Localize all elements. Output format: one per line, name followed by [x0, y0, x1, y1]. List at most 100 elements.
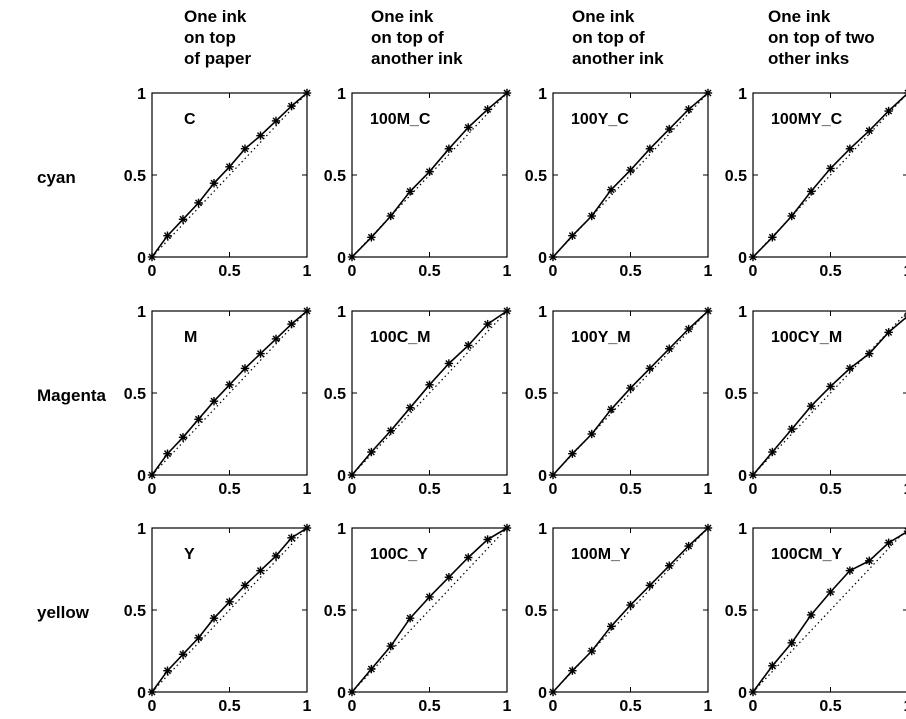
column-title-line: One ink [768, 7, 831, 26]
data-point-stroke [588, 212, 596, 220]
data-point [256, 131, 265, 140]
data-point-stroke [885, 328, 893, 336]
data-point-stroke [425, 168, 434, 176]
x-tick-label: 0.5 [619, 698, 641, 715]
chart-panel: 00 0.5 0.5 1 1 100MY_C [725, 86, 906, 280]
x-tick-label: 0.5 [218, 481, 240, 498]
data-point-stroke [148, 688, 156, 696]
data-point-stroke [387, 642, 395, 650]
x-tick-label: 0.5 [218, 698, 240, 715]
data-point-stroke [665, 562, 673, 570]
data-point [209, 179, 219, 188]
data-point [287, 319, 296, 329]
data-point-stroke [241, 581, 249, 589]
data-point-stroke [846, 567, 854, 575]
data-point-stroke [749, 471, 757, 479]
y-tick-label: 0.5 [124, 386, 146, 403]
panel-label: 100C_Y [370, 546, 428, 563]
data-point [209, 614, 219, 623]
data-point [787, 424, 796, 434]
y-tick-label: 0.5 [124, 168, 146, 185]
data-point [444, 144, 454, 153]
data-point-stroke [287, 320, 296, 328]
data-point [502, 306, 512, 316]
x-tick-label: 0 [549, 481, 558, 498]
x-tick-label: 1 [904, 263, 906, 280]
data-point-stroke [256, 350, 265, 358]
chart-panel: 00 0.5 0.5 1 1 Y [124, 521, 312, 715]
x-tick-label: 0.5 [819, 263, 841, 280]
data-point [386, 641, 395, 651]
data-point [502, 88, 512, 98]
data-point-stroke [179, 215, 187, 223]
data-point [568, 449, 577, 458]
data-point-stroke [445, 359, 453, 367]
x-tick-label: 0 [348, 263, 357, 280]
chart-panel: 00 0.5 0.5 1 1 C [124, 86, 312, 280]
data-point [568, 666, 577, 675]
y-tick-label: 0 [538, 685, 547, 702]
data-point-stroke [303, 524, 311, 532]
data-point-stroke [685, 325, 693, 333]
data-point-stroke [225, 598, 234, 606]
reference-diagonal-line [151, 310, 308, 476]
data-point-stroke [163, 450, 172, 458]
x-tick-label: 1 [503, 698, 512, 715]
data-point-stroke [768, 233, 776, 241]
chart-panel: 00 0.5 0.5 1 1 100C_M [324, 304, 512, 498]
x-tick-label: 1 [303, 481, 312, 498]
data-point [271, 116, 281, 126]
data-point-stroke [768, 448, 776, 456]
data-point [425, 380, 434, 389]
data-point [271, 551, 281, 561]
data-point [684, 324, 693, 334]
y-tick-label: 0 [337, 250, 346, 267]
y-tick-label: 1 [538, 86, 547, 103]
column-title-line: another ink [572, 49, 664, 68]
data-point [768, 447, 777, 457]
data-point [502, 523, 512, 533]
x-tick-label: 0.5 [418, 481, 440, 498]
data-point-stroke [303, 307, 311, 315]
data-point-stroke [549, 253, 557, 261]
data-point-stroke [210, 179, 218, 187]
chart-panel: 00 0.5 0.5 1 1 M [124, 304, 312, 498]
y-tick-label: 0 [538, 468, 547, 485]
data-point-stroke [367, 448, 375, 456]
data-point [147, 470, 157, 480]
data-point-stroke [225, 381, 234, 389]
data-point [845, 144, 855, 153]
y-tick-label: 1 [137, 521, 146, 538]
data-point [225, 380, 234, 389]
data-point [240, 581, 250, 590]
data-point-stroke [749, 253, 757, 261]
column-title-line: other inks [768, 49, 849, 68]
data-point-stroke [568, 232, 576, 240]
y-tick-label: 0 [137, 468, 146, 485]
column-title-line: on top of [572, 28, 645, 47]
data-point-stroke [865, 557, 873, 565]
column-title-line: One ink [184, 7, 247, 26]
data-point [626, 383, 635, 393]
data-point-stroke [148, 471, 156, 479]
x-tick-label: 0.5 [619, 263, 641, 280]
data-point-stroke [287, 102, 296, 110]
data-point [884, 106, 893, 116]
data-point [806, 401, 816, 411]
data-point-stroke [445, 145, 453, 153]
data-point [845, 566, 855, 575]
data-point-stroke [241, 364, 249, 372]
column-title-line: another ink [371, 49, 463, 68]
data-point [209, 397, 219, 406]
data-point [464, 123, 473, 132]
data-point [703, 88, 713, 98]
data-point-stroke [826, 382, 835, 390]
data-point-stroke [425, 593, 434, 601]
data-point [787, 211, 796, 221]
data-point [405, 614, 415, 623]
data-point-stroke [626, 166, 635, 174]
data-point-stroke [503, 524, 511, 532]
x-tick-label: 0 [549, 263, 558, 280]
data-point [163, 449, 172, 458]
data-point-stroke [225, 163, 234, 171]
